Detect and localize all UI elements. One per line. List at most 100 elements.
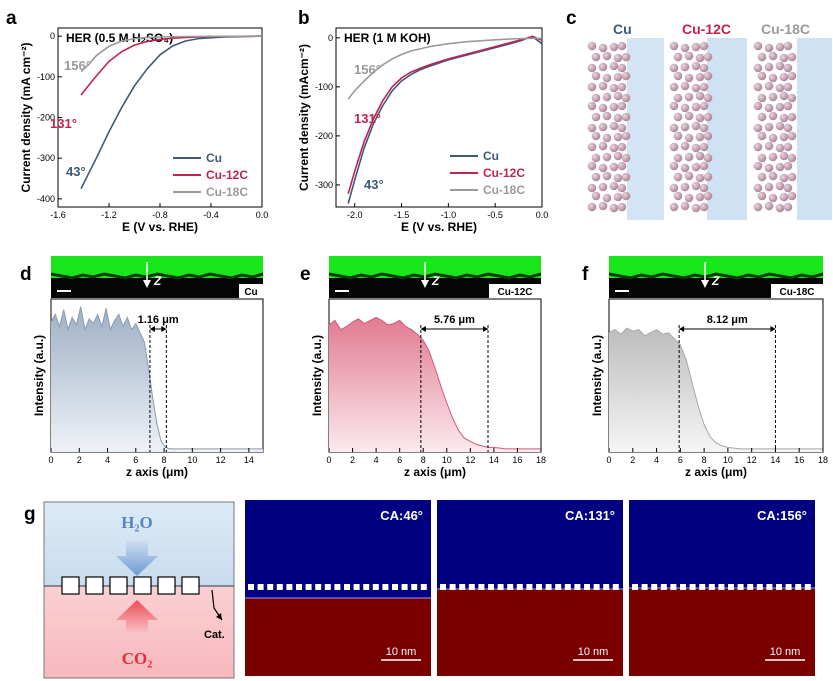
x-tick-label: 6 bbox=[678, 455, 683, 465]
cu-nanoparticle bbox=[617, 101, 627, 111]
catalyst-atom bbox=[766, 584, 773, 590]
cu-nanoparticle bbox=[591, 131, 601, 141]
catalyst-atom bbox=[315, 584, 322, 590]
cu-nanoparticle bbox=[673, 52, 683, 62]
cu-nanoparticle bbox=[609, 181, 619, 191]
catalyst-atom bbox=[267, 584, 274, 590]
cu-nanoparticle bbox=[684, 152, 694, 162]
cu-nanoparticle bbox=[775, 61, 785, 71]
cu-nanoparticle bbox=[669, 101, 679, 111]
cu-nanoparticle bbox=[617, 82, 627, 92]
cu-nanoparticle bbox=[695, 91, 705, 101]
x-axis-label: E (V vs. RHE) bbox=[401, 220, 477, 234]
cu-nanoparticle bbox=[775, 83, 785, 93]
catalyst-atom bbox=[363, 584, 370, 590]
cu-nanoparticle bbox=[598, 62, 608, 72]
catalyst-atom bbox=[632, 584, 638, 590]
cu-nanoparticle bbox=[753, 202, 763, 212]
cu-nanoparticle bbox=[757, 191, 767, 201]
cu-nanoparticle bbox=[691, 162, 701, 172]
schematic-label-cu: Cu bbox=[613, 21, 632, 37]
cu-nanoparticle bbox=[703, 52, 713, 62]
cu-nanoparticle bbox=[669, 82, 679, 92]
cu-nanoparticle bbox=[621, 153, 631, 163]
cu-nanoparticle bbox=[587, 202, 597, 212]
x-tick-label: -2.0 bbox=[347, 210, 363, 220]
cu-nanoparticle bbox=[764, 122, 774, 132]
cu-nanoparticle bbox=[602, 111, 612, 121]
cu-nanoparticle bbox=[764, 182, 774, 192]
legend: Cu Cu-12C Cu-18C bbox=[450, 149, 525, 197]
catalyst-atom bbox=[641, 584, 648, 590]
cu12c-electrolyte-zone bbox=[707, 38, 747, 220]
cu-nanoparticle bbox=[695, 53, 705, 63]
legend-entry: Cu-12C bbox=[483, 166, 525, 180]
cu-nanoparticle bbox=[684, 51, 694, 61]
x-tick-label: 2 bbox=[350, 455, 355, 465]
z-axis-symbol: Z bbox=[153, 274, 162, 288]
cu-nanoparticle bbox=[783, 41, 793, 51]
catalyst-atom bbox=[420, 584, 427, 590]
cu-nanoparticle bbox=[669, 41, 679, 51]
cu-nanoparticle bbox=[613, 132, 623, 142]
panel-label-c: c bbox=[566, 8, 577, 29]
catalyst-particle bbox=[157, 576, 176, 595]
series-line-cu-18c bbox=[80, 35, 263, 73]
cu-nanoparticle bbox=[598, 43, 608, 53]
cu-nanoparticle bbox=[691, 181, 701, 191]
cu-nanoparticle bbox=[753, 41, 763, 51]
cu-nanoparticle bbox=[617, 41, 627, 51]
catalyst-atom bbox=[660, 584, 667, 590]
cu-nanoparticle bbox=[613, 151, 623, 161]
catalyst-atom bbox=[574, 584, 581, 590]
contact-angle-label: CA:46° bbox=[380, 508, 423, 523]
water-region bbox=[629, 500, 815, 588]
cu-nanoparticle bbox=[695, 173, 705, 183]
cu-nanoparticle bbox=[764, 163, 774, 173]
md-snapshots: CA:46° 10 nm CA:131° 10 nm CA:156° 10 nm bbox=[245, 500, 815, 676]
cu-nanoparticle bbox=[757, 172, 767, 182]
cu-nanoparticle bbox=[779, 53, 789, 63]
catalyst-atom bbox=[795, 584, 802, 590]
catalyst-atom bbox=[584, 584, 590, 590]
cu-nanoparticle bbox=[787, 93, 797, 103]
x-tick-label: 0 bbox=[48, 455, 53, 465]
x-tick-label: 0 bbox=[326, 455, 331, 465]
catalyst-atom bbox=[478, 584, 485, 590]
cu-nanoparticle bbox=[764, 43, 774, 53]
cu-nanoparticle bbox=[783, 123, 793, 133]
catalyst-particle bbox=[181, 576, 200, 595]
cu-nanoparticle bbox=[587, 41, 597, 51]
image-label-box bbox=[489, 284, 541, 298]
y-tick-label: -300 bbox=[37, 153, 55, 163]
y-axis-label: Current density (mAcm⁻²) bbox=[297, 44, 311, 191]
cu-nanoparticle bbox=[691, 42, 701, 52]
cu-nanoparticle bbox=[757, 112, 767, 122]
cu-nanoparticle bbox=[591, 153, 601, 163]
cu-nanoparticle bbox=[764, 81, 774, 91]
intensity-profile-line bbox=[328, 316, 541, 450]
cu-nanoparticle bbox=[613, 72, 623, 82]
cu-nanoparticle bbox=[673, 131, 683, 141]
image-label-box bbox=[239, 284, 263, 298]
cu-nanoparticle bbox=[617, 123, 627, 133]
plot-frame bbox=[335, 27, 543, 208]
y-tick-label: -200 bbox=[315, 131, 333, 141]
cu-nanoparticle bbox=[598, 81, 608, 91]
cu-nanoparticle bbox=[775, 121, 785, 131]
contact-angle-annotation: 131° bbox=[50, 116, 77, 131]
cu-nanoparticle bbox=[602, 92, 612, 102]
co2-label: CO₂ bbox=[122, 649, 153, 668]
schematic-label-cu12c: Cu-12C bbox=[682, 21, 731, 37]
cu-nanoparticle bbox=[783, 183, 793, 193]
cu-nanoparticle bbox=[684, 171, 694, 181]
image-label: Cu-18C bbox=[779, 287, 814, 298]
cu-nanoparticle bbox=[753, 101, 763, 111]
cu-nanoparticle bbox=[587, 63, 597, 73]
contact-angle-label: CA:131° bbox=[565, 508, 615, 523]
cu-nanoparticle bbox=[621, 131, 631, 141]
cu-nanoparticle bbox=[695, 132, 705, 142]
cu-nanoparticle bbox=[609, 121, 619, 131]
cu-nanoparticle bbox=[587, 101, 597, 111]
x-tick-label: 12 bbox=[465, 455, 475, 465]
